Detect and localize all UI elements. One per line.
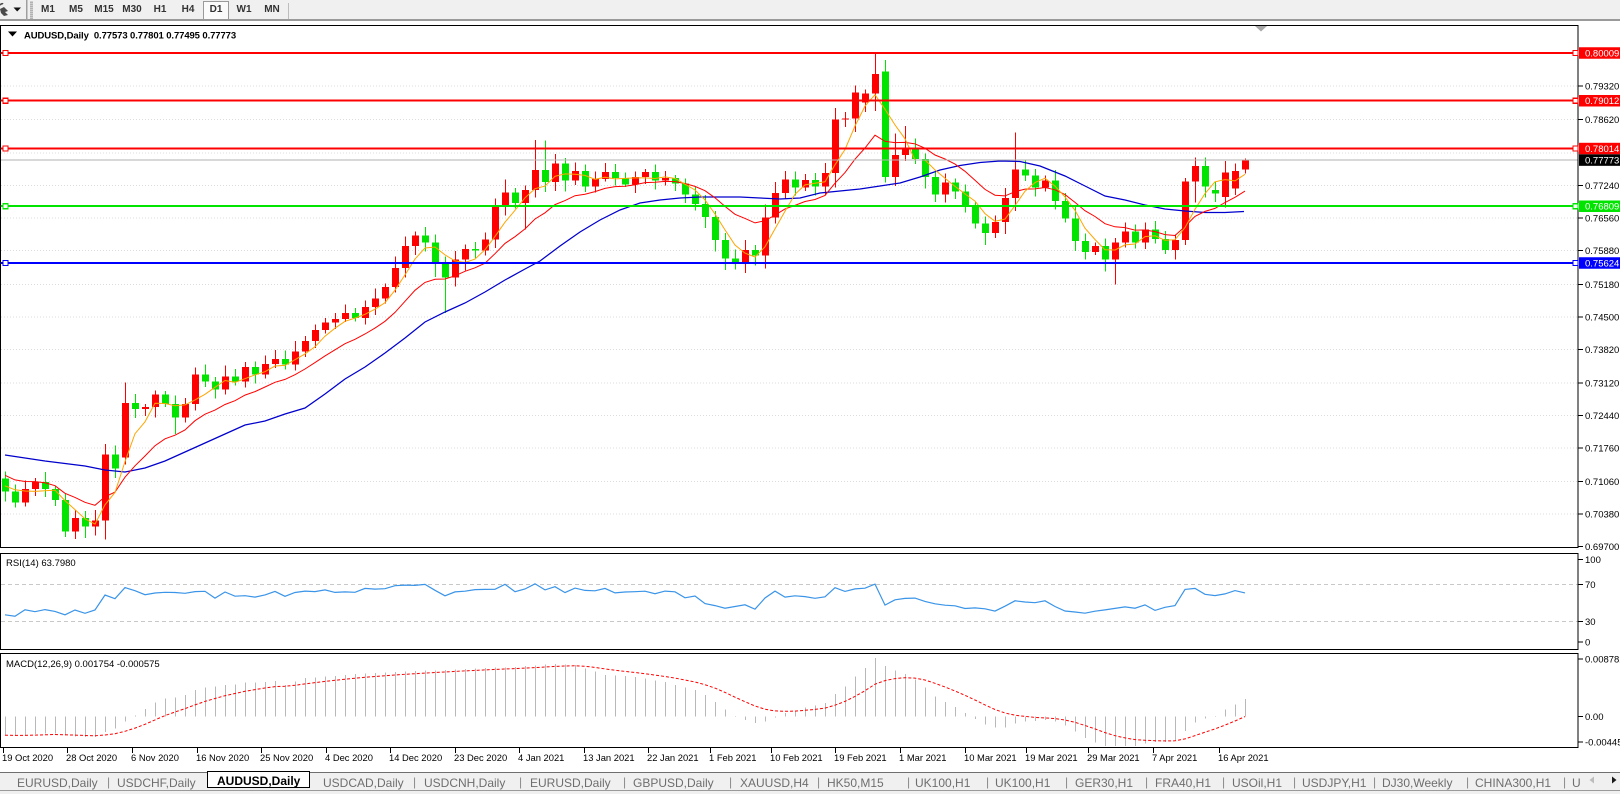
svg-text:0.74500: 0.74500 <box>1585 312 1619 323</box>
svg-text:7 Apr 2021: 7 Apr 2021 <box>1152 752 1197 763</box>
svg-text:0.73820: 0.73820 <box>1585 345 1619 356</box>
svg-text:16 Nov 2020: 16 Nov 2020 <box>196 752 249 763</box>
svg-text:0.72440: 0.72440 <box>1585 411 1619 422</box>
svg-text:0.71760: 0.71760 <box>1585 444 1619 455</box>
svg-text:0.71060: 0.71060 <box>1585 477 1619 488</box>
svg-text:0.76809: 0.76809 <box>1585 202 1619 213</box>
svg-text:0.69700: 0.69700 <box>1585 542 1619 553</box>
svg-text:100: 100 <box>1585 555 1601 566</box>
svg-text:10 Mar 2021: 10 Mar 2021 <box>964 752 1017 763</box>
svg-text:0.78014: 0.78014 <box>1585 144 1619 155</box>
svg-text:4 Jan 2021: 4 Jan 2021 <box>518 752 564 763</box>
svg-text:4 Dec 2020: 4 Dec 2020 <box>325 752 373 763</box>
svg-text:19 Mar 2021: 19 Mar 2021 <box>1025 752 1078 763</box>
svg-text:-0.004453: -0.004453 <box>1585 738 1620 749</box>
svg-text:0.00: 0.00 <box>1585 712 1604 723</box>
svg-text:0.79320: 0.79320 <box>1585 81 1619 92</box>
svg-text:10 Feb 2021: 10 Feb 2021 <box>770 752 823 763</box>
svg-text:MACD(12,26,9) 0.001754 -0.0005: MACD(12,26,9) 0.001754 -0.000575 <box>6 659 160 670</box>
svg-text:22 Jan 2021: 22 Jan 2021 <box>647 752 699 763</box>
svg-text:1 Mar 2021: 1 Mar 2021 <box>899 752 946 763</box>
svg-text:0.008782: 0.008782 <box>1585 655 1620 666</box>
svg-text:1 Feb 2021: 1 Feb 2021 <box>709 752 756 763</box>
svg-text:0.79012: 0.79012 <box>1585 96 1619 107</box>
svg-text:0.77240: 0.77240 <box>1585 181 1619 192</box>
svg-text:29 Mar 2021: 29 Mar 2021 <box>1087 752 1140 763</box>
svg-text:0.70380: 0.70380 <box>1585 510 1619 521</box>
svg-text:13 Jan 2021: 13 Jan 2021 <box>583 752 635 763</box>
svg-text:AUDUSD,Daily 0.77573 0.77801: AUDUSD,Daily 0.77573 0.77801 0.77495 0.7… <box>24 31 236 42</box>
svg-text:0.77773: 0.77773 <box>1585 156 1619 167</box>
svg-text:0: 0 <box>1585 638 1590 649</box>
svg-text:0.73120: 0.73120 <box>1585 378 1619 389</box>
svg-text:23 Dec 2020: 23 Dec 2020 <box>454 752 507 763</box>
svg-text:0.75180: 0.75180 <box>1585 280 1619 291</box>
svg-text:28 Oct 2020: 28 Oct 2020 <box>66 752 117 763</box>
svg-text:14 Dec 2020: 14 Dec 2020 <box>389 752 442 763</box>
svg-text:0.76560: 0.76560 <box>1585 214 1619 225</box>
svg-text:0.80009: 0.80009 <box>1585 49 1619 60</box>
svg-text:0.78620: 0.78620 <box>1585 115 1619 126</box>
svg-text:25 Nov 2020: 25 Nov 2020 <box>260 752 313 763</box>
svg-text:16 Apr 2021: 16 Apr 2021 <box>1218 752 1269 763</box>
svg-text:19 Feb 2021: 19 Feb 2021 <box>834 752 887 763</box>
svg-text:70: 70 <box>1585 580 1596 591</box>
svg-text:30: 30 <box>1585 617 1596 628</box>
svg-text:0.75880: 0.75880 <box>1585 246 1619 257</box>
svg-text:6 Nov 2020: 6 Nov 2020 <box>131 752 179 763</box>
svg-text:19 Oct 2020: 19 Oct 2020 <box>2 752 53 763</box>
svg-text:RSI(14) 63.7980: RSI(14) 63.7980 <box>6 558 76 569</box>
svg-text:0.75624: 0.75624 <box>1585 258 1619 269</box>
